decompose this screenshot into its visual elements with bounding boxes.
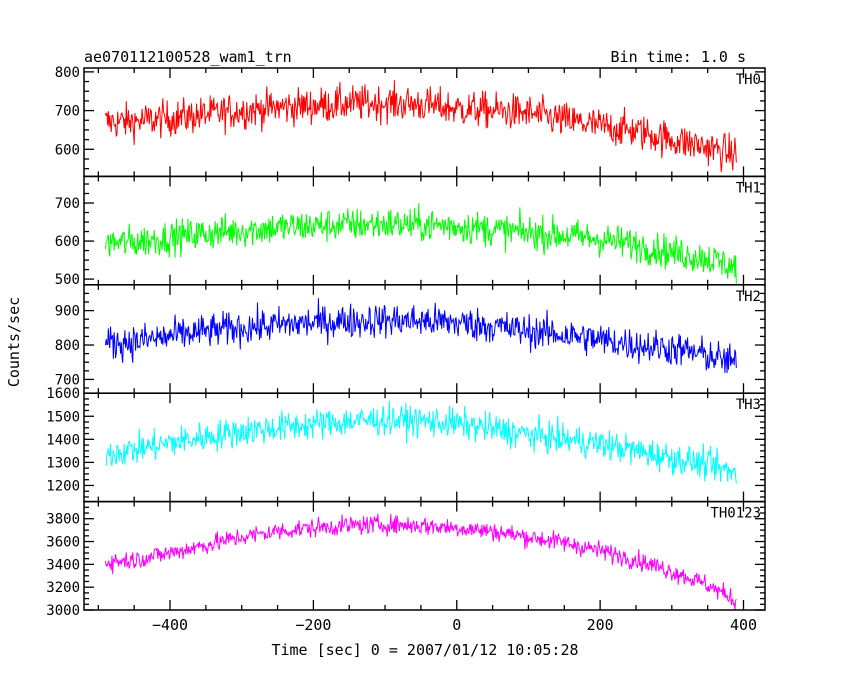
- panel-label: TH3: [736, 397, 761, 413]
- y-tick-label: 900: [55, 304, 80, 320]
- panel-th3: 1200 1300 1400 1500 1600 TH3: [46, 386, 766, 503]
- bin-time-label: Bin time: 1.0 s: [611, 48, 746, 66]
- y-tick-label: 600: [55, 234, 80, 250]
- y-tick-label: 800: [55, 338, 80, 354]
- y-tick-label: 700: [55, 372, 80, 388]
- y-tick-label: 3000: [46, 603, 80, 619]
- y-tick-label: 1400: [46, 432, 80, 448]
- x-tick-label: 0: [452, 616, 461, 634]
- panel-th0: 600 700 800 TH0: [55, 65, 766, 178]
- panel-th1: 500 600 700 TH1: [55, 175, 766, 288]
- x-tick-label: −400: [152, 616, 188, 634]
- x-tick-label: 200: [587, 616, 614, 634]
- panels: 600 700 800 TH0 500 600 700 TH1 700 800 900 TH2 1200…: [46, 65, 766, 634]
- y-tick-label: 3600: [46, 535, 80, 551]
- x-tick-label: 400: [730, 616, 757, 634]
- panel-label: TH1: [736, 180, 761, 196]
- panel-th2: 700 800 900 TH2: [55, 284, 766, 394]
- y-tick-label: 3200: [46, 580, 80, 596]
- series-th0123: [105, 513, 737, 611]
- y-tick-label: 1500: [46, 409, 80, 425]
- panel-label: TH2: [736, 289, 761, 305]
- y-tick-label: 1600: [46, 386, 80, 402]
- panel-label: TH0: [736, 72, 761, 88]
- y-tick-label: 700: [55, 196, 80, 212]
- y-tick-label: 1200: [46, 478, 80, 494]
- panel-th0123: 3000 3200 3400 3600 3800 TH0123 −400 −200 0 200 40…: [46, 500, 766, 634]
- y-tick-label: 3400: [46, 557, 80, 573]
- panel-label: TH0123: [710, 506, 761, 522]
- y-tick-label: 600: [55, 142, 80, 158]
- series-th3: [105, 400, 737, 484]
- x-axis-label: Time [sec] 0 = 2007/01/12 10:05:28: [271, 641, 578, 659]
- y-tick-label: 800: [55, 65, 80, 81]
- y-tick-label: 700: [55, 104, 80, 120]
- series-th2: [105, 298, 737, 374]
- series-th0: [105, 80, 737, 173]
- panel-frame: [83, 392, 766, 503]
- y-tick-label: 3800: [46, 512, 80, 528]
- panel-frame: [83, 500, 766, 611]
- y-axis-label: Counts/sec: [5, 297, 23, 387]
- y-tick-label: 500: [55, 272, 80, 288]
- x-tick-label: −200: [295, 616, 331, 634]
- y-tick-label: 1300: [46, 455, 80, 471]
- series-th1: [105, 203, 737, 285]
- chart-title: ae070112100528_wam1_trn: [84, 48, 292, 66]
- panel-frame: [83, 67, 766, 178]
